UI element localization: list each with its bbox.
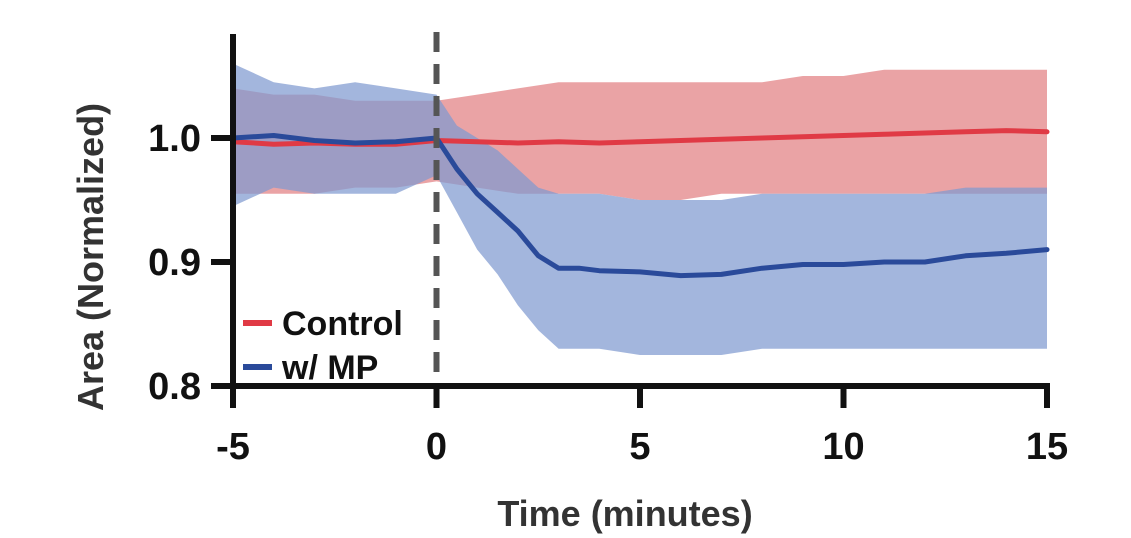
y-tick-label: 1.0 [148,118,201,160]
x-axis-title: Time (minutes) [497,493,752,534]
x-axis: -5 0 5 10 15 [216,383,1068,468]
x-tick-label: -5 [216,426,250,468]
series-line-w-mp [230,133,1050,279]
x-tick-label: 5 [629,426,650,468]
y-tick-label: 0.9 [148,242,201,284]
legend: Control w/ MP [243,305,403,387]
y-axis: 0.8 0.9 1.0 [148,34,236,408]
x-tick-label: 10 [822,426,864,468]
legend-label: Control [282,305,403,343]
x-tick-label: 15 [1026,426,1068,468]
lines [230,128,1050,279]
y-tick-label: 0.8 [148,366,201,408]
x-tick-label: 0 [426,426,447,468]
legend-label: w/ MP [281,349,378,387]
y-axis-title: Area (Normalized) [70,103,111,411]
